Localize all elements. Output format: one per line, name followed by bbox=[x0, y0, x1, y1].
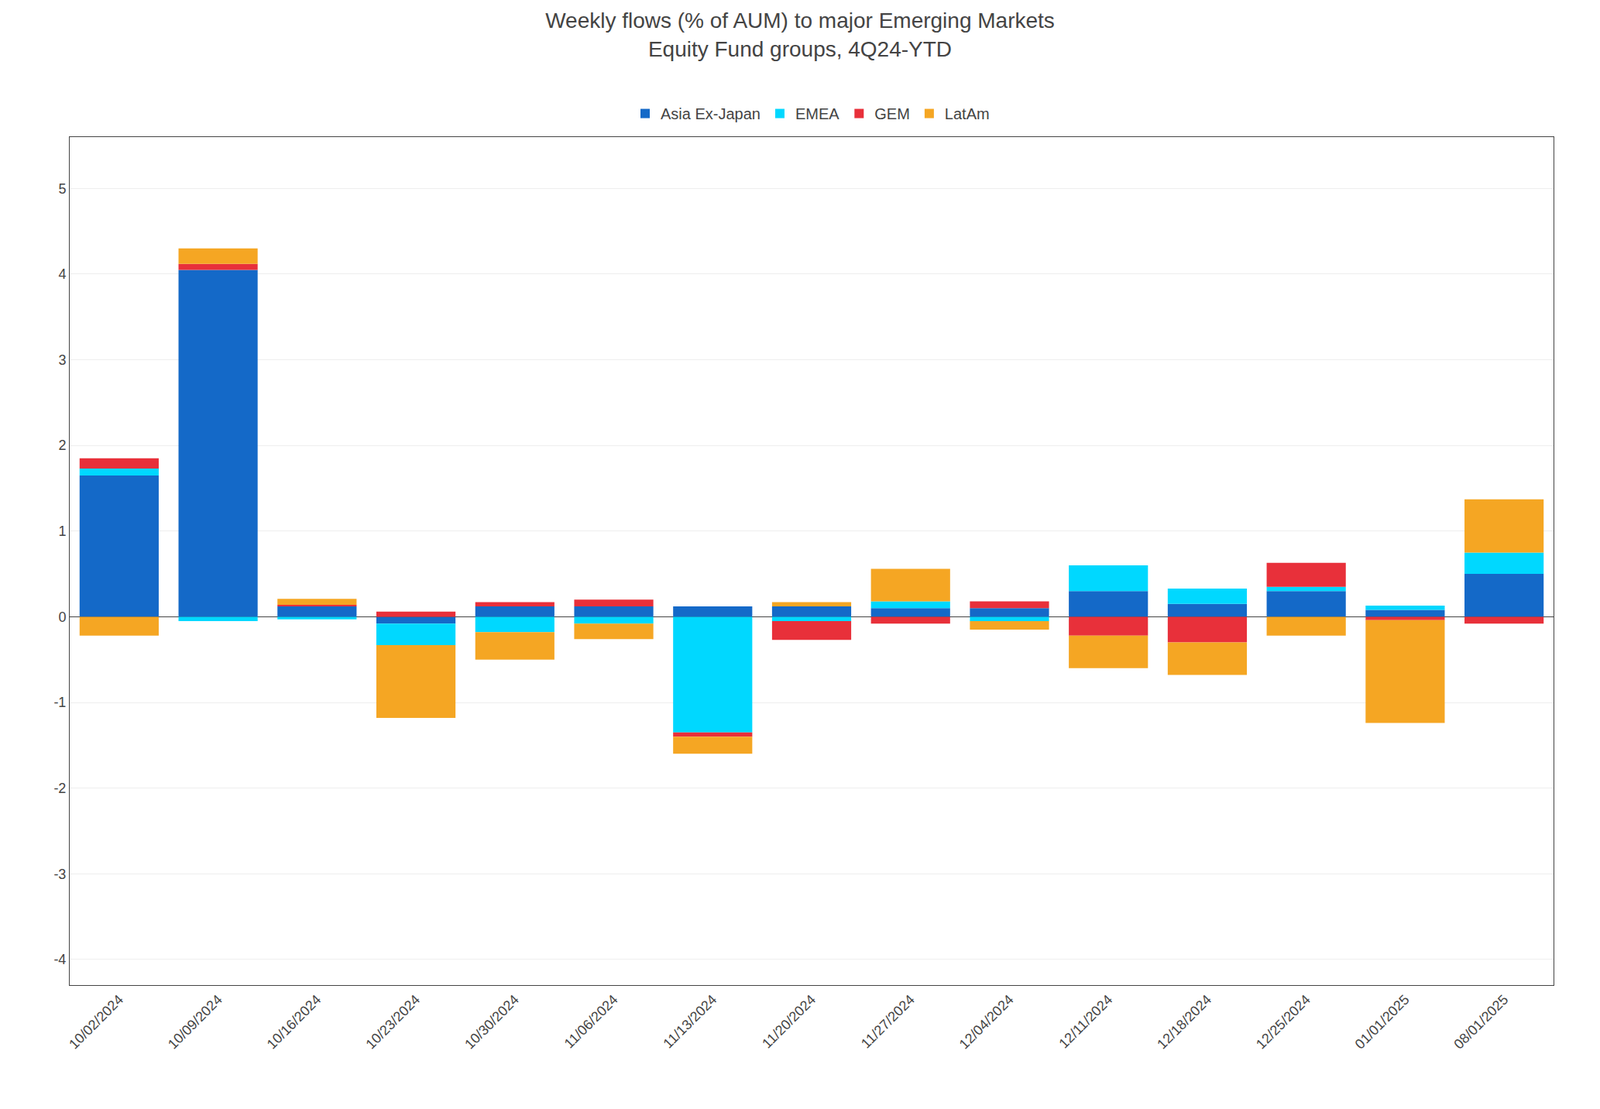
svg-text:-3: -3 bbox=[53, 866, 66, 883]
svg-text:5: 5 bbox=[58, 181, 66, 197]
svg-text:-1: -1 bbox=[53, 694, 66, 711]
svg-text:GEM: GEM bbox=[874, 105, 910, 123]
svg-text:3: 3 bbox=[58, 352, 66, 368]
svg-text:10/23/2024: 10/23/2024 bbox=[362, 992, 423, 1053]
svg-text:12/04/2024: 12/04/2024 bbox=[956, 992, 1017, 1053]
svg-text:Weekly flows (% of AUM) to maj: Weekly flows (% of AUM) to major Emergin… bbox=[545, 8, 1055, 61]
svg-text:10/09/2024: 10/09/2024 bbox=[164, 992, 226, 1053]
svg-text:10/16/2024: 10/16/2024 bbox=[264, 992, 325, 1053]
svg-text:-2: -2 bbox=[53, 780, 66, 797]
svg-text:2: 2 bbox=[58, 437, 66, 454]
svg-text:10/02/2024: 10/02/2024 bbox=[65, 992, 127, 1053]
svg-text:11/06/2024: 11/06/2024 bbox=[561, 992, 622, 1052]
svg-text:11/27/2024: 11/27/2024 bbox=[858, 992, 918, 1052]
svg-text:4: 4 bbox=[58, 266, 66, 282]
svg-text:11/13/2024: 11/13/2024 bbox=[660, 992, 721, 1052]
svg-text:12/11/2024: 12/11/2024 bbox=[1055, 992, 1116, 1052]
svg-text:1: 1 bbox=[58, 523, 66, 540]
svg-text:-4: -4 bbox=[53, 951, 66, 968]
svg-text:10/30/2024: 10/30/2024 bbox=[461, 992, 522, 1053]
svg-text:01/01/2025: 01/01/2025 bbox=[1352, 992, 1413, 1053]
svg-text:LatAm: LatAm bbox=[944, 105, 990, 123]
svg-text:Asia Ex-Japan: Asia Ex-Japan bbox=[660, 105, 761, 123]
svg-text:EMEA: EMEA bbox=[795, 105, 840, 123]
svg-text:12/25/2024: 12/25/2024 bbox=[1253, 992, 1314, 1053]
svg-text:11/20/2024: 11/20/2024 bbox=[758, 992, 819, 1052]
svg-text:12/18/2024: 12/18/2024 bbox=[1153, 992, 1215, 1053]
svg-text:0: 0 bbox=[58, 609, 66, 625]
svg-text:08/01/2025: 08/01/2025 bbox=[1450, 992, 1511, 1053]
